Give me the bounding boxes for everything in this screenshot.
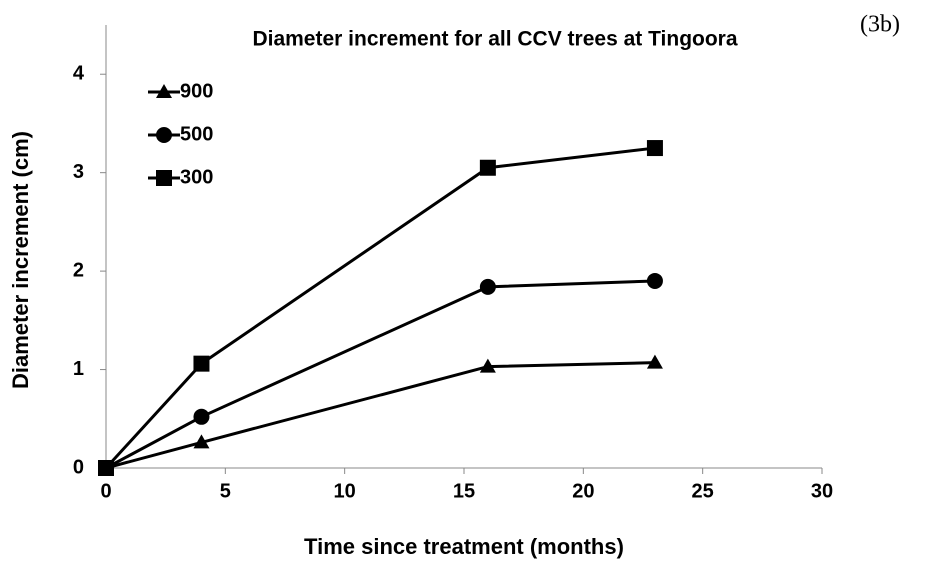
y-tick-label: 3 xyxy=(73,161,84,183)
x-tick-label: 0 xyxy=(100,480,111,502)
series-line xyxy=(105,279,655,470)
data-point xyxy=(479,159,496,176)
legend-label: 500 xyxy=(180,123,213,145)
data-point xyxy=(479,358,496,373)
data-point xyxy=(646,354,663,369)
x-axis-label: Time since treatment (months) xyxy=(304,534,624,559)
x-tick-label: 5 xyxy=(220,480,231,502)
data-point xyxy=(193,408,210,425)
y-tick-label: 1 xyxy=(73,358,84,380)
legend-label: 900 xyxy=(180,80,213,102)
data-point xyxy=(479,278,496,295)
data-point xyxy=(646,272,663,289)
y-tick-label: 0 xyxy=(73,456,84,478)
y-tick-label: 2 xyxy=(73,259,84,281)
legend-marker xyxy=(156,84,172,98)
y-axis-label: Diameter increment (cm) xyxy=(8,131,33,389)
chart-title: Diameter increment for all CCV trees at … xyxy=(252,28,737,51)
legend-marker xyxy=(156,127,172,143)
x-tick-label: 10 xyxy=(334,480,356,502)
legend-label: 300 xyxy=(180,166,213,188)
x-tick-label: 25 xyxy=(692,480,714,502)
legend-marker xyxy=(156,170,172,186)
annotation: (3b) xyxy=(860,12,900,38)
data-point xyxy=(193,434,210,449)
data-point xyxy=(193,355,210,372)
x-tick-label: 20 xyxy=(572,480,594,502)
x-tick-label: 30 xyxy=(811,480,833,502)
series-line xyxy=(104,146,656,470)
x-tick-label: 15 xyxy=(453,480,475,502)
y-tick-label: 4 xyxy=(73,63,85,85)
series-line xyxy=(105,361,655,470)
data-point xyxy=(646,140,663,157)
data-point xyxy=(98,460,114,476)
